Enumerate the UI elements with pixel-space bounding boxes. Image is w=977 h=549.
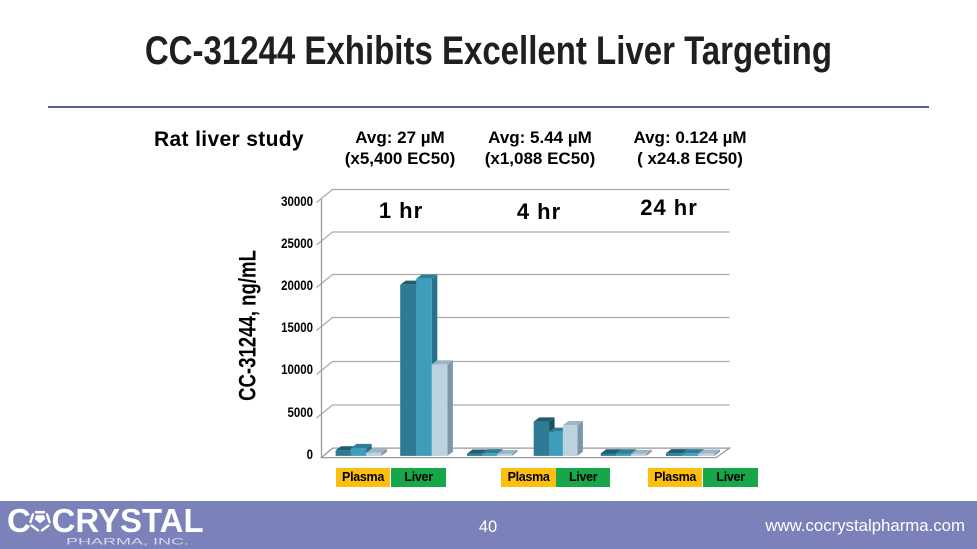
svg-text:PHARMA, INC.: PHARMA, INC. [66, 536, 189, 547]
svg-text:CRYSTAL: CRYSTAL [52, 502, 204, 539]
svg-text:C: C [7, 502, 31, 539]
svg-text:CC-31244, ng/mL: CC-31244, ng/mL [234, 250, 261, 401]
